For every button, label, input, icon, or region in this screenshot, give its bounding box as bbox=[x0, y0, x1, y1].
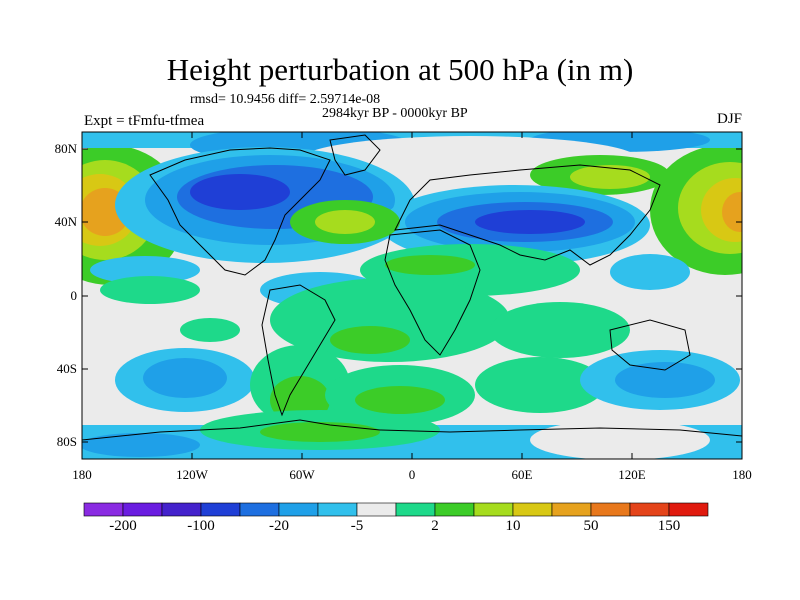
lat-label: 40S bbox=[56, 361, 77, 376]
colorbar-cell bbox=[590, 502, 631, 517]
colorbar-cell bbox=[629, 502, 670, 517]
lat-label: 80N bbox=[54, 141, 77, 156]
coast-antarctica bbox=[82, 419, 742, 441]
colorbar-cell bbox=[83, 502, 124, 517]
lon-label: 180 bbox=[72, 467, 92, 482]
colorbar-cell bbox=[356, 502, 397, 517]
colorbar-cell bbox=[395, 502, 436, 517]
contour-band bbox=[270, 278, 510, 362]
colorbar bbox=[83, 502, 709, 517]
contour-band bbox=[530, 420, 710, 459]
colorbar-label: 150 bbox=[657, 518, 681, 534]
colorbar-cell bbox=[122, 502, 163, 517]
contour-band bbox=[190, 174, 290, 210]
contour-band bbox=[385, 255, 475, 275]
coastlines bbox=[82, 134, 742, 441]
contour-band bbox=[100, 276, 200, 304]
lat-label: 80S bbox=[56, 434, 77, 449]
coast-eurasia bbox=[394, 164, 661, 266]
lat-label: 40N bbox=[54, 214, 77, 229]
contour-band bbox=[610, 254, 690, 290]
lon-label: 180 bbox=[732, 467, 752, 482]
lon-label: 120E bbox=[618, 467, 646, 482]
colorbar-label: 50 bbox=[583, 518, 599, 534]
contour-band bbox=[475, 357, 605, 413]
lon-label: 60W bbox=[289, 467, 315, 482]
contour-band bbox=[475, 210, 585, 234]
season-label: DJF bbox=[716, 111, 742, 127]
colorbar-cell bbox=[551, 502, 592, 517]
experiment-label: Expt = tFmfu-tfmea bbox=[84, 113, 205, 129]
contour-band bbox=[330, 326, 410, 354]
colorbar-label: 2 bbox=[431, 518, 439, 534]
lat-ticks bbox=[82, 148, 742, 443]
coast-greenland bbox=[329, 134, 381, 176]
lon-ticks bbox=[81, 132, 743, 459]
colorbar-cell bbox=[161, 502, 202, 517]
colorbar-label: -5 bbox=[350, 518, 364, 534]
colorbar-label: 10 bbox=[505, 518, 521, 534]
contour-band bbox=[180, 318, 240, 342]
time-period-label: 2984kyr BP - 0000kyr BP bbox=[322, 106, 468, 121]
lon-label: 120W bbox=[176, 467, 208, 482]
colorbar-cell bbox=[668, 502, 709, 517]
lat-label: 0 bbox=[70, 288, 78, 303]
coast-south-america bbox=[261, 284, 336, 417]
coast-north-america bbox=[149, 147, 331, 276]
plot-title: Height perturbation at 500 hPa (in m) bbox=[166, 52, 634, 87]
colorbar-cell bbox=[317, 502, 358, 517]
colorbar-cell bbox=[200, 502, 241, 517]
contour-band bbox=[570, 165, 650, 189]
coast-africa bbox=[384, 229, 481, 356]
colorbar-cell bbox=[473, 502, 514, 517]
colorbar-label: -200 bbox=[109, 518, 137, 534]
lon-label: 0 bbox=[408, 467, 416, 482]
colorbar-cell bbox=[239, 502, 280, 517]
contour-band bbox=[722, 192, 742, 232]
contour-band bbox=[315, 210, 375, 234]
contour-band bbox=[615, 362, 715, 398]
coast-australia bbox=[609, 319, 691, 371]
contour-band bbox=[490, 302, 630, 358]
contour-band bbox=[90, 256, 200, 284]
lon-label: 60E bbox=[511, 467, 533, 482]
height-field bbox=[82, 132, 742, 459]
colorbar-cell bbox=[434, 502, 475, 517]
contour-band bbox=[82, 433, 200, 457]
colorbar-label: -20 bbox=[269, 518, 289, 534]
contour-band bbox=[355, 386, 445, 414]
contour-band bbox=[260, 422, 380, 442]
colorbar-cell bbox=[512, 502, 553, 517]
contour-band bbox=[143, 358, 227, 398]
rmsd-diff-stats: rmsd= 10.9456 diff= 2.59714e-08 bbox=[190, 92, 381, 107]
colorbar-cell bbox=[278, 502, 319, 517]
colorbar-label: -100 bbox=[187, 518, 215, 534]
